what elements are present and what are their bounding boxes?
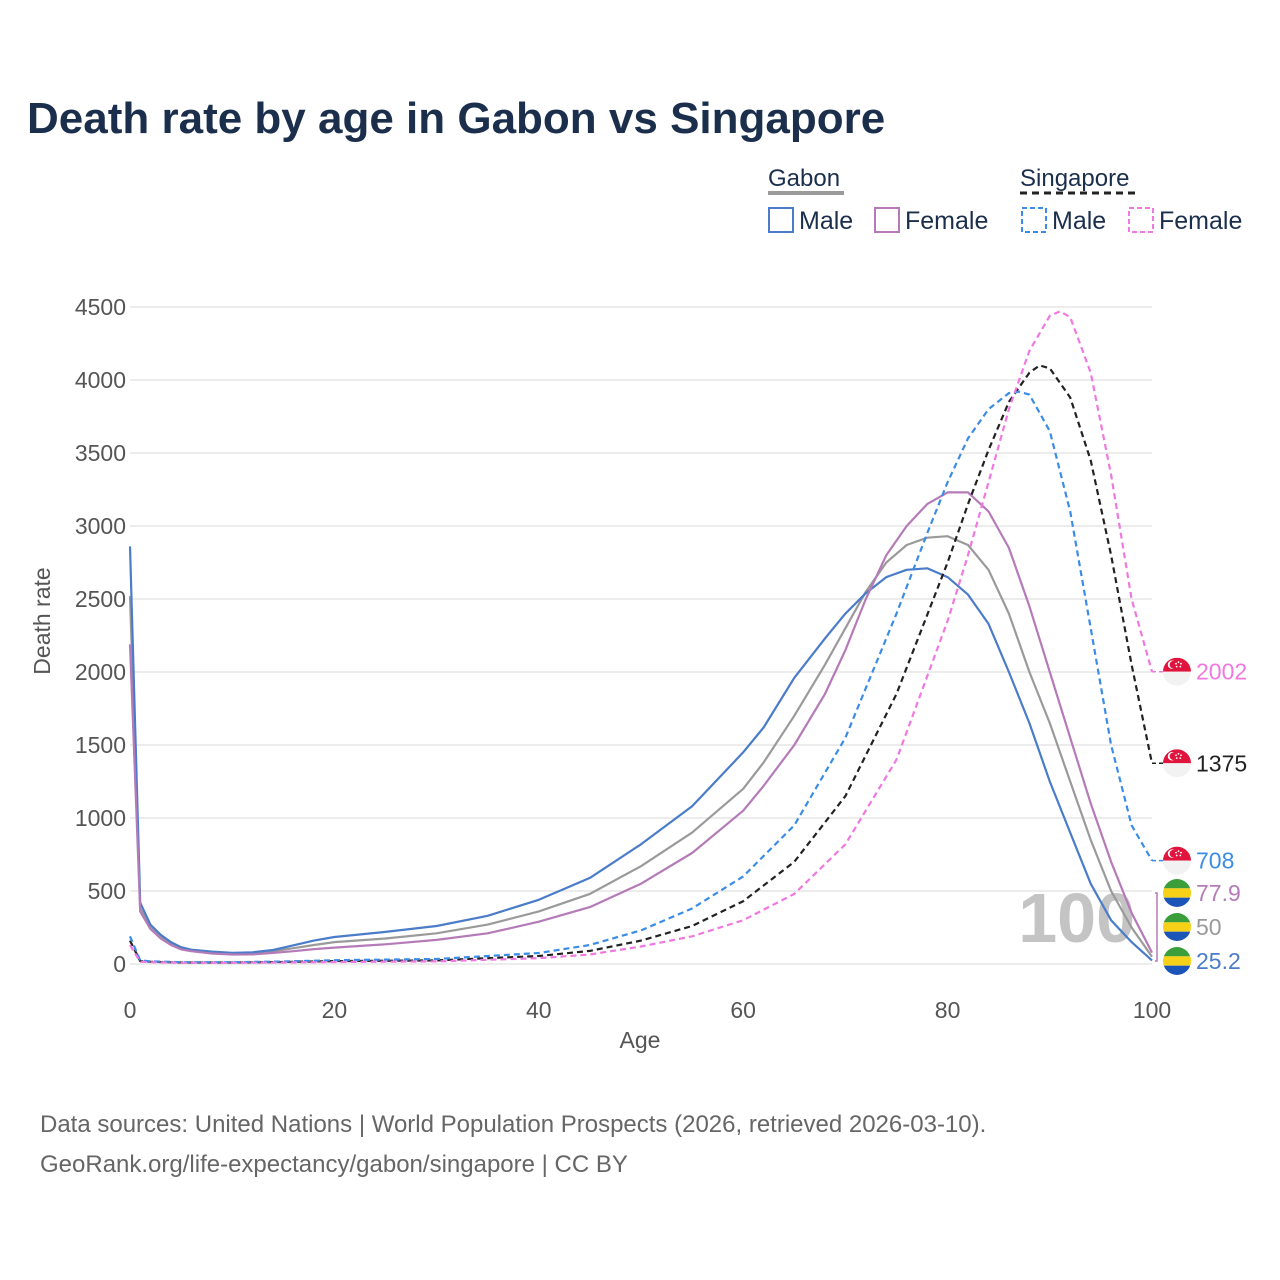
y-tick-label-3000: 3000 xyxy=(75,513,126,539)
end-label-singapore-both: 1375 xyxy=(1196,750,1247,776)
end-labels: 50 25.2 77.9 1375 708 2002 xyxy=(1152,657,1247,975)
end-label-gabon-female: 77.9 xyxy=(1196,880,1241,906)
y-tick-label-4500: 4500 xyxy=(75,294,126,320)
x-axis-label: Age xyxy=(620,1027,661,1053)
x-tick-label-80: 80 xyxy=(935,997,961,1023)
y-tick-label-1000: 1000 xyxy=(75,805,126,831)
series xyxy=(128,310,1154,964)
legend-gabon-male-swatch xyxy=(768,207,794,233)
y-axis: 0 500 1000 1500 2000 2500 3000 3500 4000 4500 xyxy=(75,294,126,977)
year-watermark: 100 xyxy=(1018,879,1135,957)
gabon-flag-icon xyxy=(1163,913,1191,941)
series-line-gabon-female xyxy=(128,491,1153,956)
y-tick-label-2500: 2500 xyxy=(75,586,126,612)
y-tick-label-4000: 4000 xyxy=(75,367,126,393)
gabon-flag-icon xyxy=(1163,947,1191,975)
y-tick-label-500: 500 xyxy=(88,878,126,904)
series-line-gabon-male xyxy=(128,546,1153,962)
end-label-singapore-male: 708 xyxy=(1196,848,1234,874)
chart-title: Death rate by age in Gabon vs Singapore xyxy=(27,94,885,143)
series-line-singapore-female xyxy=(129,310,1154,964)
legend: Gabon Singapore Male Female Male Female xyxy=(768,165,1242,235)
x-tick-label-100: 100 xyxy=(1133,997,1171,1023)
series-line-singapore-male xyxy=(128,390,1153,964)
y-tick-label-0: 0 xyxy=(113,951,126,977)
legend-group-singapore: Singapore xyxy=(1020,165,1129,192)
end-label-gabon-both: 50 xyxy=(1196,914,1222,940)
x-axis: 0 20 40 60 80 100 xyxy=(124,997,1172,1023)
y-axis-label: Death rate xyxy=(29,567,55,674)
legend-gabon-male-label: Male xyxy=(799,207,853,235)
legend-singapore-female-swatch xyxy=(1128,207,1154,233)
singapore-flag-icon xyxy=(1163,846,1191,875)
x-tick-label-20: 20 xyxy=(322,997,348,1023)
y-tick-label-1500: 1500 xyxy=(75,732,126,758)
legend-singapore-male-swatch xyxy=(1021,207,1047,233)
legend-gabon-female-swatch xyxy=(874,207,900,233)
gabon-flag-icon xyxy=(1163,879,1191,907)
source-line-2: GeoRank.org/life-expectancy/gabon/singap… xyxy=(40,1151,628,1178)
x-tick-label-0: 0 xyxy=(124,997,137,1023)
y-tick-label-2000: 2000 xyxy=(75,659,126,685)
x-tick-label-60: 60 xyxy=(730,997,756,1023)
grid xyxy=(130,306,1152,965)
source-line-1: Data sources: United Nations | World Pop… xyxy=(40,1111,986,1138)
gabon-bracket xyxy=(1155,892,1158,962)
y-tick-label-3500: 3500 xyxy=(75,440,126,466)
legend-gabon-female-label: Female xyxy=(905,207,988,235)
end-label-gabon-male: 25.2 xyxy=(1196,948,1241,974)
singapore-flag-icon xyxy=(1163,749,1191,778)
end-label-singapore-female: 2002 xyxy=(1196,659,1247,685)
series-line-singapore-both xyxy=(129,364,1154,964)
singapore-flag-icon xyxy=(1163,657,1191,686)
legend-singapore-male-label: Male xyxy=(1052,207,1106,235)
legend-singapore-female-label: Female xyxy=(1159,207,1242,235)
x-tick-label-40: 40 xyxy=(526,997,552,1023)
legend-group-gabon: Gabon xyxy=(768,165,840,192)
